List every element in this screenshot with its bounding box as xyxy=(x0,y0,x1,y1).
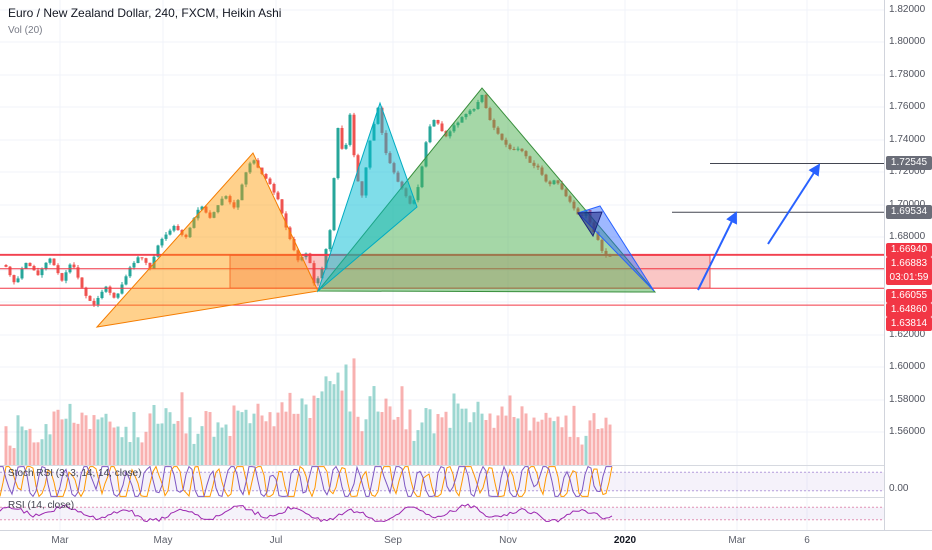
time-tick: Sep xyxy=(384,535,402,546)
price-tick: 1.62000 xyxy=(889,329,926,340)
price-line-badge[interactable]: 1.66940 xyxy=(886,243,932,257)
triangle-blue[interactable] xyxy=(577,205,655,292)
target-lines[interactable] xyxy=(672,163,884,213)
stoch-k-line xyxy=(0,465,612,498)
rsi-line xyxy=(0,503,613,523)
time-tick: Mar xyxy=(728,535,746,546)
price-tick: 1.82000 xyxy=(889,4,926,15)
price-axis[interactable]: 1.82000 1.80000 1.78000 1.76000 1.74000 1.720… xyxy=(884,0,932,530)
triangle-orange[interactable] xyxy=(95,152,319,328)
price-tick: 1.74000 xyxy=(889,134,926,145)
price-line-badge[interactable]: 1.63814 xyxy=(886,317,932,331)
triangle-cyan[interactable] xyxy=(316,101,418,293)
time-tick: 2020 xyxy=(613,535,637,546)
price-tick: 1.58000 xyxy=(889,394,926,405)
price-tick: 1.80000 xyxy=(889,36,926,47)
current-price-badge[interactable]: 1.66883 03:01:59 xyxy=(886,257,932,285)
triangle-navy[interactable] xyxy=(577,211,603,238)
indicator-bands xyxy=(0,471,884,521)
stoch-rsi-label[interactable]: Stoch RSI (3, 3, 14, 14, close) xyxy=(8,468,142,479)
volume-indicator-label[interactable]: Vol (20) xyxy=(8,25,43,36)
time-tick: Nov xyxy=(499,535,517,546)
pane-separators xyxy=(0,465,884,498)
price-tick: 1.76000 xyxy=(889,101,926,112)
price-line-badge[interactable]: 1.69534 xyxy=(886,205,932,219)
price-line-badge[interactable]: 1.72545 xyxy=(886,156,932,170)
volume-series xyxy=(4,358,612,465)
time-axis[interactable]: Mar May Jul Sep Nov 2020 Mar 6 xyxy=(0,530,932,550)
rsi-label[interactable]: RSI (14, close) xyxy=(8,500,75,511)
price-line-badge[interactable]: 1.64860 xyxy=(886,303,932,317)
price-tick: 1.72000 xyxy=(889,166,926,177)
price-tick: 1.60000 xyxy=(889,361,926,372)
time-tick: Mar xyxy=(51,535,69,546)
symbol-legend: Euro / New Zealand Dollar, 240, FXCM, He… xyxy=(8,6,281,36)
symbol-title[interactable]: Euro / New Zealand Dollar, 240, FXCM, He… xyxy=(8,6,282,20)
time-tick: Jul xyxy=(269,535,283,546)
price-tick: 1.70000 xyxy=(889,199,925,210)
time-tick: May xyxy=(153,535,173,546)
stoch-d-line xyxy=(0,465,613,498)
price-line-badge[interactable]: 1.66055 xyxy=(886,289,932,303)
price-tick: 1.68000 xyxy=(889,231,926,242)
bar-countdown: 03:01:59 xyxy=(889,272,929,283)
price-tick: 1.78000 xyxy=(889,69,926,80)
chart-canvas[interactable] xyxy=(0,0,884,530)
time-tick: 6 xyxy=(804,535,810,546)
projection-arrows[interactable] xyxy=(697,163,821,291)
price-tick: 1.56000 xyxy=(889,426,926,437)
stoch-axis-tick: 0.00 xyxy=(889,483,909,494)
